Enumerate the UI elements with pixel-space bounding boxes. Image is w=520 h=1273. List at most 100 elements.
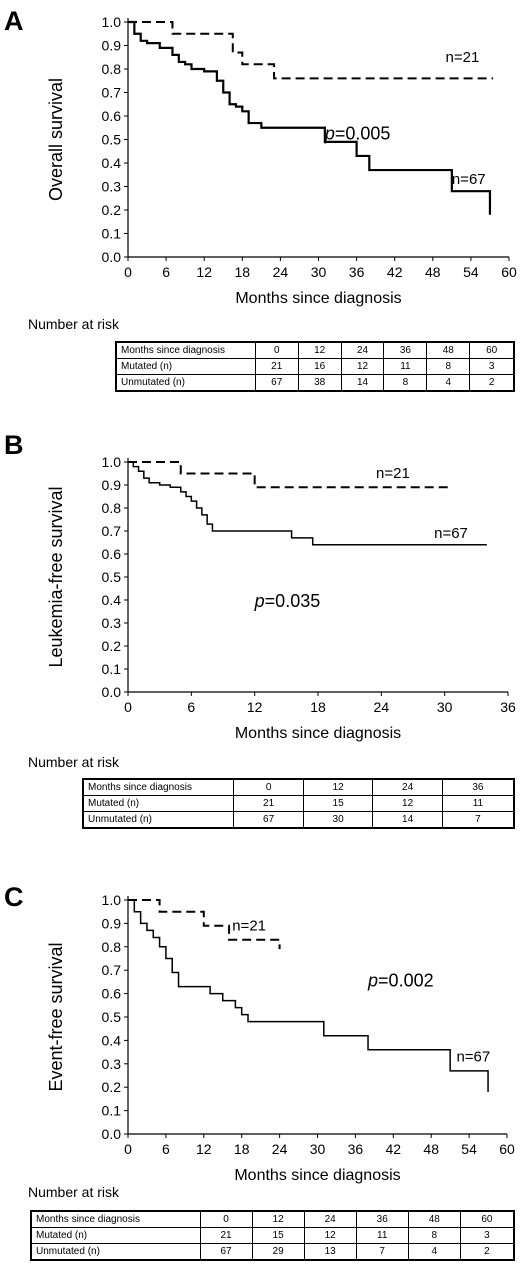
series-unmutated-line [128,899,489,1092]
risk-cell: 24 [372,778,443,796]
y-tick-label: 0.0 [102,1126,122,1142]
risk-table-row: Months since diagnosis 0 12 24 36 48 60 [30,1210,515,1228]
risk-cell: 12 [303,1227,357,1244]
y-tick-label: 0.8 [102,500,122,516]
x-tick-label: 30 [310,1141,326,1157]
risk-cell: 60 [459,1210,515,1228]
x-tick-label: 48 [423,1141,439,1157]
risk-table: Months since diagnosis 0 12 24 36 48 60 Mutated… [115,341,515,392]
y-tick-label: 0.5 [102,569,122,585]
risk-table: Months since diagnosis 0 12 24 36 48 60 Mutated… [30,1210,515,1261]
risk-cell: 67 [233,811,304,829]
risk-table-row: Unmutated (n) 67 29 13 7 4 2 [30,1243,515,1261]
y-tick-label: 0.8 [102,939,122,955]
x-tick-label: 42 [387,264,403,280]
risk-cell: 15 [302,795,374,812]
y-tick-label: 0.1 [102,1103,122,1119]
y-tick-label: 0.7 [102,962,122,978]
risk-cell: 30 [302,811,374,829]
y-tick-label: 0.3 [102,179,122,195]
series-label-n21: n=21 [232,917,266,934]
risk-cell: 24 [303,1210,357,1228]
y-tick-label: 0.2 [102,638,122,654]
risk-cell: 36 [383,341,428,359]
risk-cell: 11 [355,1227,409,1244]
risk-cell: 36 [355,1210,409,1228]
survival-chart-event-free: 0.0 0.1 0.2 0.3 0.4 0.5 0.6 0.7 0.8 0.9 1.0 0 6 12 18 2… [46,892,515,1184]
risk-cell: 13 [303,1243,357,1261]
x-tick-label: 48 [425,264,441,280]
x-tick-label: 6 [187,699,195,715]
x-tick-label: 12 [196,264,212,280]
x-tick-label: 60 [501,264,517,280]
risk-cell: 8 [383,374,428,392]
risk-table: Months since diagnosis 0 12 24 36 Mutated (n)… [82,778,515,829]
x-tick-label: 24 [272,1141,288,1157]
x-tick-label: 54 [463,264,479,280]
risk-cell: 12 [297,341,342,359]
risk-cell: 29 [251,1243,305,1261]
risk-cell: 0 [233,778,304,796]
x-tick-label: 18 [310,699,326,715]
risk-table-row: Mutated (n) 21 16 12 11 8 3 [115,358,515,375]
risk-row-label: Months since diagnosis [30,1210,201,1228]
y-tick-label: 0.1 [102,661,122,677]
risk-table-row: Months since diagnosis 0 12 24 36 [82,778,515,796]
panel-c: C 0.0 0.1 0.2 0.3 0.4 0.5 0.6 0.7 0.8 0.9 1.0 0 6 12 1… [0,876,520,1273]
x-tick-label: 30 [311,264,327,280]
number-at-risk-label: Number at risk [28,1184,120,1200]
x-tick-label: 6 [162,1141,170,1157]
y-tick-label: 0.2 [102,202,122,218]
risk-cell: 0 [254,341,299,359]
y-tick-label: 0.2 [102,1079,122,1095]
risk-table-row: Months since diagnosis 0 12 24 36 48 60 [115,341,515,359]
series-label-n21: n=21 [446,49,480,66]
y-tick-label: 0.3 [102,615,122,631]
risk-cell: 3 [459,1227,515,1244]
y-tick-label: 0.4 [102,592,122,608]
series-label-n67: n=67 [456,1048,490,1065]
p-value-label: p=0.035 [254,591,321,611]
risk-cell: 8 [407,1227,461,1244]
p-value-label: p=0.005 [324,124,391,144]
survival-chart-overall: 0.0 0.1 0.2 0.3 0.4 0.5 0.6 0.7 0.8 0.9 1.0 0 6 12 18 2… [46,14,517,307]
risk-row-label: Unmutated (n) [30,1243,201,1261]
risk-row-label: Mutated (n) [82,795,235,812]
risk-cell: 11 [441,795,515,812]
risk-cell: 48 [426,341,471,359]
risk-cell: 21 [233,795,304,812]
x-tick-label: 0 [124,264,132,280]
risk-cell: 12 [302,778,374,796]
risk-cell: 21 [254,358,299,375]
y-tick-label: 0.9 [102,38,122,54]
risk-cell: 24 [340,341,385,359]
series-unmutated-line [128,461,487,546]
series-mutated-line [128,899,281,950]
risk-cell: 38 [297,374,342,392]
x-tick-label: 24 [374,699,390,715]
risk-cell: 3 [469,358,515,375]
risk-row-label: Mutated (n) [115,358,256,375]
risk-cell: 4 [407,1243,461,1261]
risk-row-label: Unmutated (n) [115,374,256,392]
x-tick-label: 6 [162,264,170,280]
y-tick-label: 0.3 [102,1056,122,1072]
risk-row-label: Months since diagnosis [115,341,256,359]
y-tick-label: 0.5 [102,132,122,148]
panel-label: C [4,882,24,912]
risk-cell: 0 [199,1210,253,1228]
risk-row-label: Months since diagnosis [82,778,235,796]
y-tick-label: 0.8 [102,61,122,77]
x-tick-label: 24 [273,264,289,280]
y-tick-label: 0.6 [102,108,122,124]
x-tick-label: 36 [349,264,365,280]
risk-row-label: Mutated (n) [30,1227,201,1244]
risk-cell: 60 [469,341,515,359]
risk-cell: 2 [459,1243,515,1261]
y-axis-label: Leukemia-free survival [46,486,66,667]
panel-label: B [4,430,24,460]
series-label-n67: n=67 [434,525,468,542]
y-tick-label: 0.0 [102,684,122,700]
x-tick-label: 36 [500,699,516,715]
x-axis-label: Months since diagnosis [235,725,401,742]
